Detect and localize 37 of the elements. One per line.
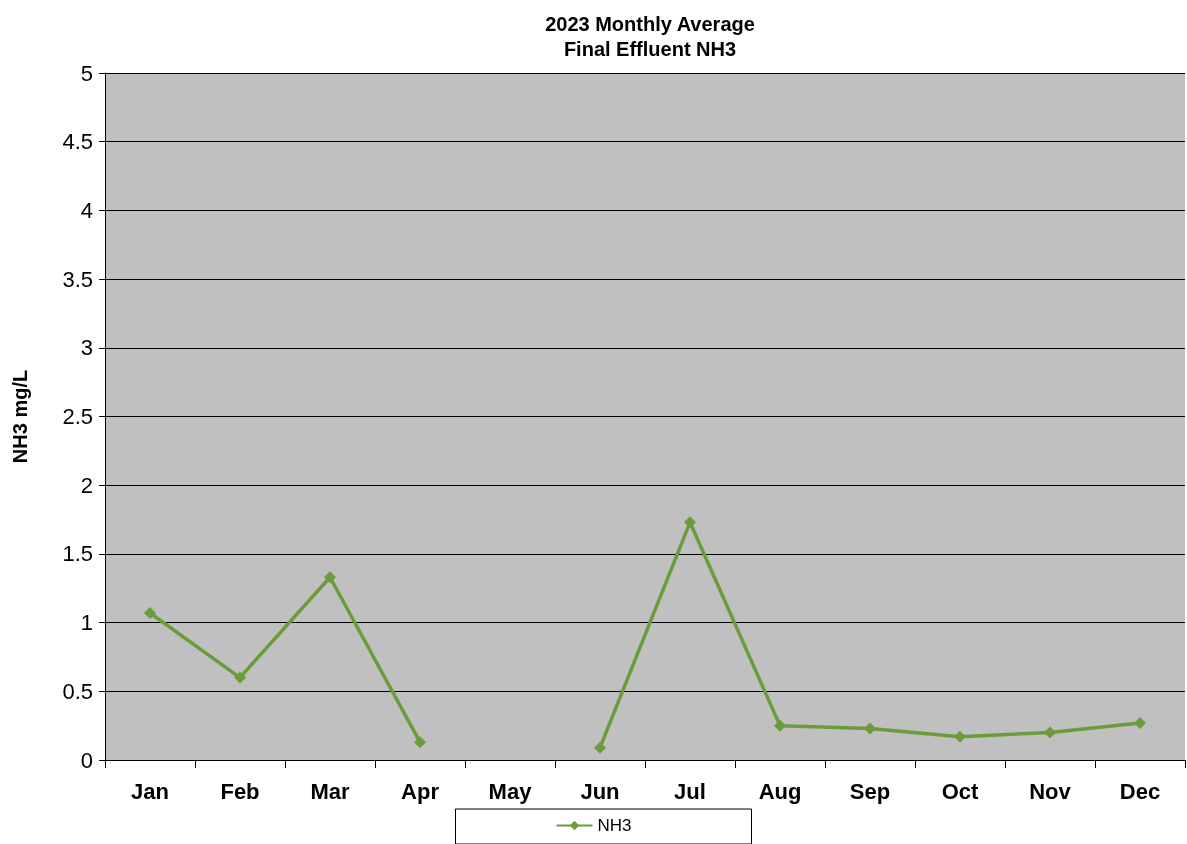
y-tick-label: 2.5 bbox=[62, 404, 93, 429]
y-tick-label: 5 bbox=[80, 60, 93, 86]
x-tick-label: Mar bbox=[310, 778, 350, 804]
x-tick-label: Apr bbox=[401, 778, 440, 804]
y-tick-label: 1.5 bbox=[62, 541, 93, 567]
y-tick-label: 4 bbox=[80, 197, 93, 223]
chart-title: 2023 Monthly Average Final Effluent NH3 bbox=[545, 12, 755, 60]
x-tick-label: Jan bbox=[131, 778, 169, 804]
point bbox=[864, 722, 876, 735]
x-tick-label: May bbox=[488, 778, 533, 804]
point bbox=[1044, 726, 1056, 739]
y-tick-label: 1 bbox=[80, 610, 93, 636]
point bbox=[594, 741, 606, 754]
point bbox=[324, 571, 336, 584]
y-tick-label: 4.5 bbox=[62, 129, 93, 155]
x-tick-label: Feb bbox=[220, 778, 260, 804]
x-tick-label: Dec bbox=[1119, 778, 1161, 804]
y-tick-label: 0 bbox=[80, 747, 93, 773]
point bbox=[954, 730, 966, 743]
point bbox=[774, 719, 786, 732]
y-tick-label: 3.5 bbox=[62, 266, 93, 292]
point bbox=[414, 736, 426, 749]
y-tick-label: 2 bbox=[80, 472, 93, 498]
legend-label: NH3 bbox=[597, 816, 632, 835]
point bbox=[144, 606, 156, 619]
y-tick-label: 3 bbox=[80, 335, 93, 361]
x-tick-label: Sep bbox=[849, 778, 891, 804]
y-tick-label: 0.5 bbox=[62, 678, 93, 704]
y-axis-title: NH3 mg/L bbox=[9, 369, 31, 464]
x-tick-label: Jul bbox=[674, 778, 706, 804]
point bbox=[684, 516, 696, 529]
point bbox=[1134, 716, 1146, 729]
x-tick-label: Jun bbox=[580, 778, 620, 804]
x-tick-label: Nov bbox=[1029, 778, 1072, 804]
point bbox=[234, 671, 246, 684]
x-tick-label: Aug bbox=[758, 778, 802, 804]
x-tick-label: Oct bbox=[941, 778, 979, 804]
